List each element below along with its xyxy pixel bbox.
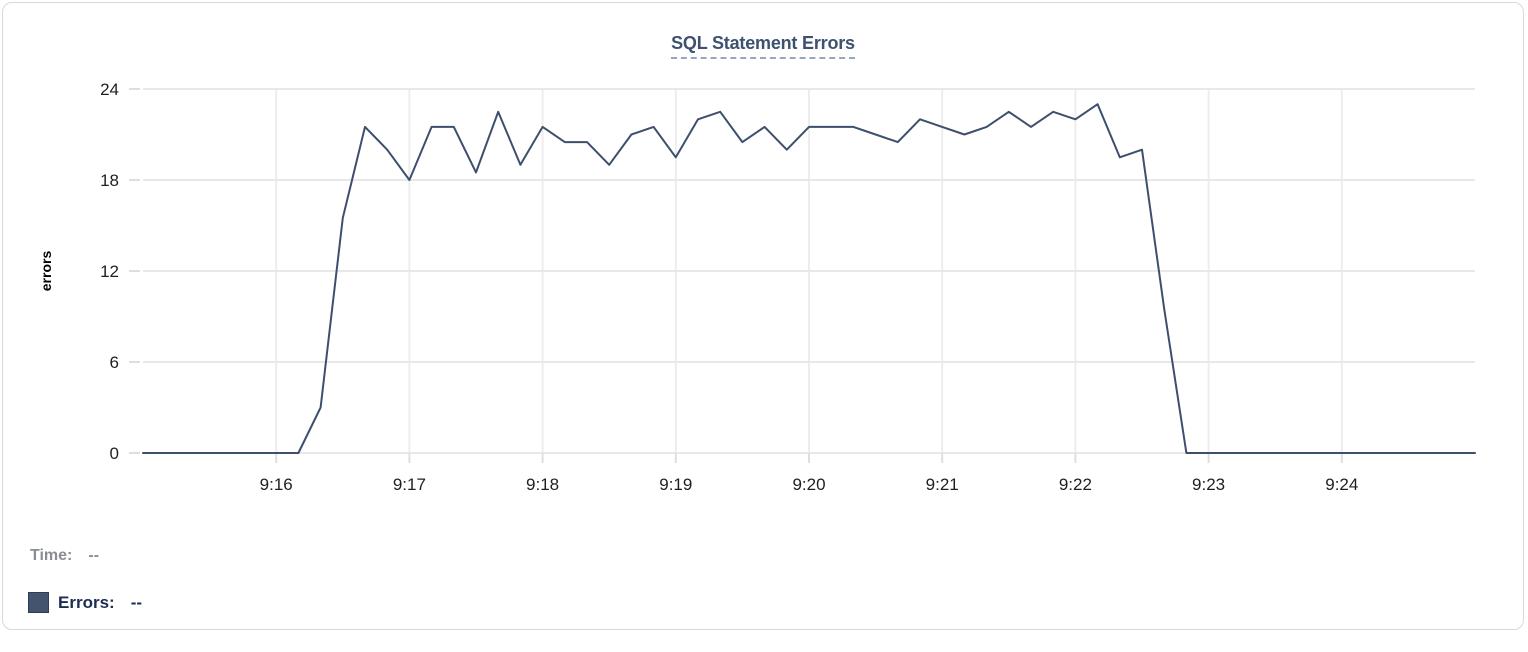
- chart-card: SQL Statement Errors 0 6 12 18 24 9:16 9:17 9:1…: [2, 2, 1524, 630]
- chart-header: SQL Statement Errors: [3, 33, 1523, 59]
- grid: [143, 88, 1475, 454]
- x-tick-label: 9:20: [792, 475, 825, 494]
- series-line-errors: [142, 103, 1476, 454]
- errors-value: --: [130, 592, 143, 612]
- time-label: Time:: [30, 547, 73, 564]
- chart-title[interactable]: SQL Statement Errors: [671, 33, 855, 59]
- x-tick-label: 9:17: [393, 475, 426, 494]
- x-tick-label: 9:24: [1325, 475, 1358, 494]
- y-tick-label: 18: [100, 171, 119, 190]
- x-tick-label: 9:22: [1059, 475, 1092, 494]
- axis-ticks: [129, 88, 1343, 463]
- x-tick-label: 9:18: [526, 475, 559, 494]
- errors-label: Errors:: [58, 592, 115, 612]
- axis-labels: 0 6 12 18 24 9:16 9:17 9:18 9:19 9:20 9:21 9:22 9:23…: [100, 80, 1358, 494]
- errors-legend-swatch-icon: [28, 592, 49, 613]
- x-tick-label: 9:23: [1192, 475, 1225, 494]
- y-axis-title: errors: [38, 251, 54, 292]
- time-readout-row: Time: --: [30, 547, 99, 565]
- x-tick-label: 9:21: [926, 475, 959, 494]
- time-value: --: [88, 547, 100, 564]
- line-chart[interactable]: 0 6 12 18 24 9:16 9:17 9:18 9:19 9:20 9:21 9:22 9:23…: [3, 3, 1528, 508]
- x-tick-label: 9:16: [260, 475, 293, 494]
- y-tick-label: 12: [100, 262, 119, 281]
- y-tick-label: 24: [100, 80, 119, 99]
- y-tick-label: 0: [110, 444, 119, 463]
- errors-readout-row: Errors: --: [28, 592, 142, 613]
- y-tick-label: 6: [110, 353, 119, 372]
- x-tick-label: 9:19: [659, 475, 692, 494]
